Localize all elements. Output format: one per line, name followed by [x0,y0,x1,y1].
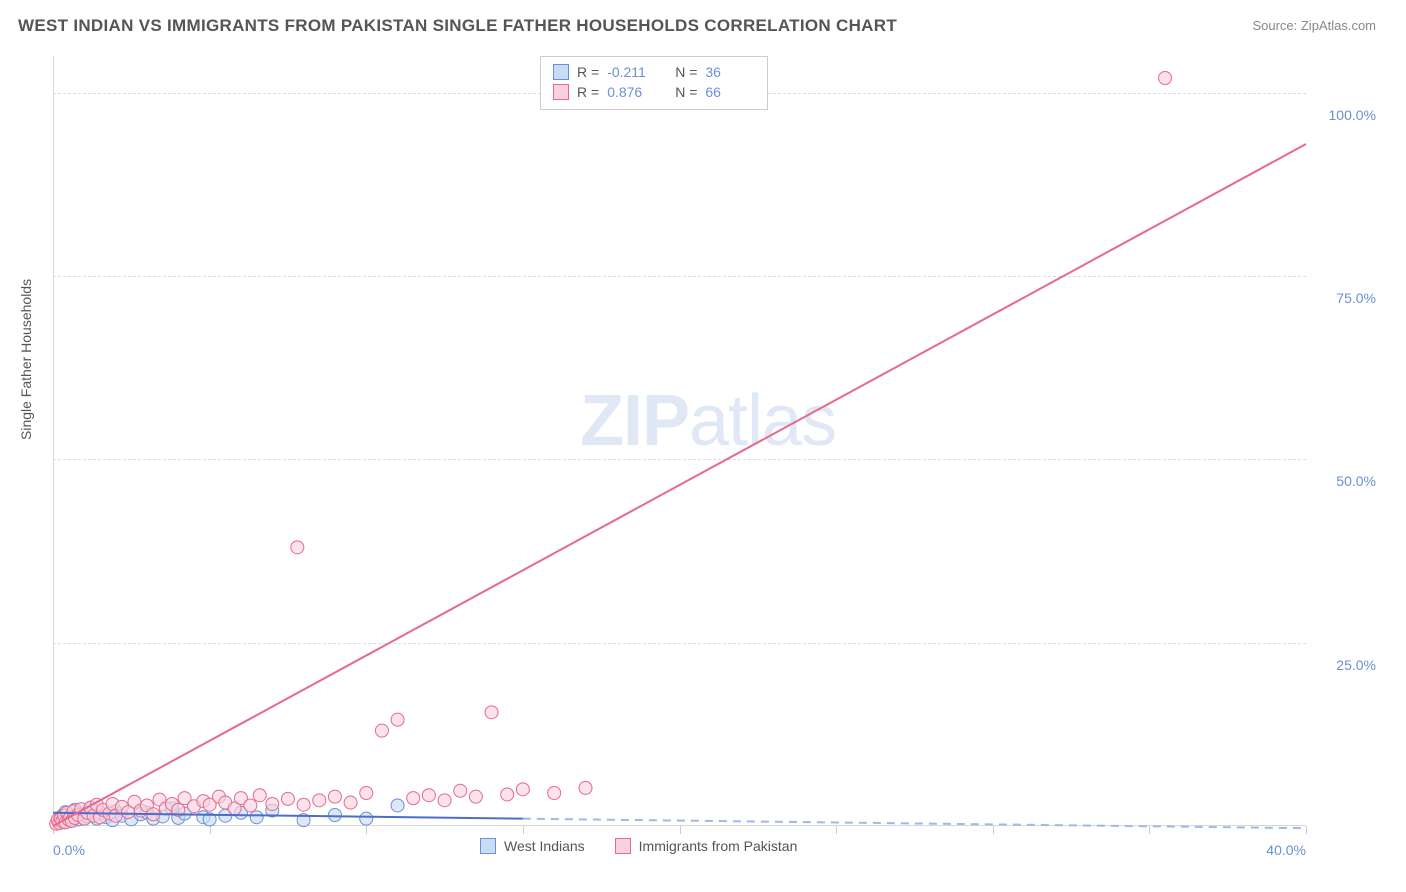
stats-row-pakistan: R = 0.876 N = 66 [553,82,755,102]
x-tick [993,826,994,834]
swatch-west-indians [553,64,569,80]
chart-title: WEST INDIAN VS IMMIGRANTS FROM PAKISTAN … [18,16,897,36]
y-tick-label: 50.0% [1336,473,1376,489]
legend-label-west-indians: West Indians [504,838,585,854]
trend-lines [53,144,1306,828]
y-tick-label: 25.0% [1336,657,1376,673]
swatch-pakistan [553,84,569,100]
trend-line-solid [53,144,1306,826]
y-tick-label: 100.0% [1329,107,1376,123]
x-tick [366,826,367,834]
r-value-west-indians: -0.211 [607,64,657,80]
scatter-point [469,790,482,803]
scatter-point [454,784,467,797]
y-axis-label: Single Father Households [18,279,34,440]
x-tick [523,826,524,834]
x-tick [836,826,837,834]
source-attribution: Source: ZipAtlas.com [1252,18,1376,33]
stats-row-west-indians: R = -0.211 N = 36 [553,62,755,82]
r-value-pakistan: 0.876 [607,84,657,100]
scatter-point [344,796,357,809]
scatter-point [328,790,341,803]
y-tick-label: 75.0% [1336,290,1376,306]
scatter-point [328,809,341,822]
scatter-point [485,706,498,719]
chart-svg [53,56,1306,826]
legend-swatch-west-indians [480,838,496,854]
scatter-points [50,72,1172,831]
scatter-point [579,781,592,794]
scatter-point [313,794,326,807]
x-tick [1306,826,1307,834]
scatter-point [501,788,514,801]
scatter-point [391,799,404,812]
x-tick-label: 0.0% [53,842,85,858]
scatter-point [548,787,561,800]
x-tick [1149,826,1150,834]
scatter-point [407,792,420,805]
bottom-legend: West Indians Immigrants from Pakistan [480,838,797,854]
scatter-point [253,789,266,802]
legend-item-west-indians: West Indians [480,838,585,854]
scatter-point [297,798,310,811]
n-label: N = [675,84,697,100]
scatter-point [438,794,451,807]
x-tick [210,826,211,834]
scatter-point [391,713,404,726]
scatter-point [360,787,373,800]
n-label: N = [675,64,697,80]
trend-line-dashed [523,819,1306,829]
scatter-point [244,799,257,812]
scatter-point [250,811,263,824]
scatter-point [360,812,373,825]
scatter-point [422,789,435,802]
x-tick-label: 40.0% [1266,842,1306,858]
n-value-pakistan: 66 [705,84,755,100]
scatter-point [281,792,294,805]
legend-label-pakistan: Immigrants from Pakistan [639,838,798,854]
r-label: R = [577,64,599,80]
scatter-point [291,541,304,554]
scatter-point [1159,72,1172,85]
stats-legend-box: R = -0.211 N = 36 R = 0.876 N = 66 [540,56,768,110]
scatter-point [266,798,279,811]
legend-swatch-pakistan [615,838,631,854]
scatter-point [375,724,388,737]
legend-item-pakistan: Immigrants from Pakistan [615,838,798,854]
scatter-point [516,783,529,796]
x-tick [680,826,681,834]
r-label: R = [577,84,599,100]
n-value-west-indians: 36 [705,64,755,80]
